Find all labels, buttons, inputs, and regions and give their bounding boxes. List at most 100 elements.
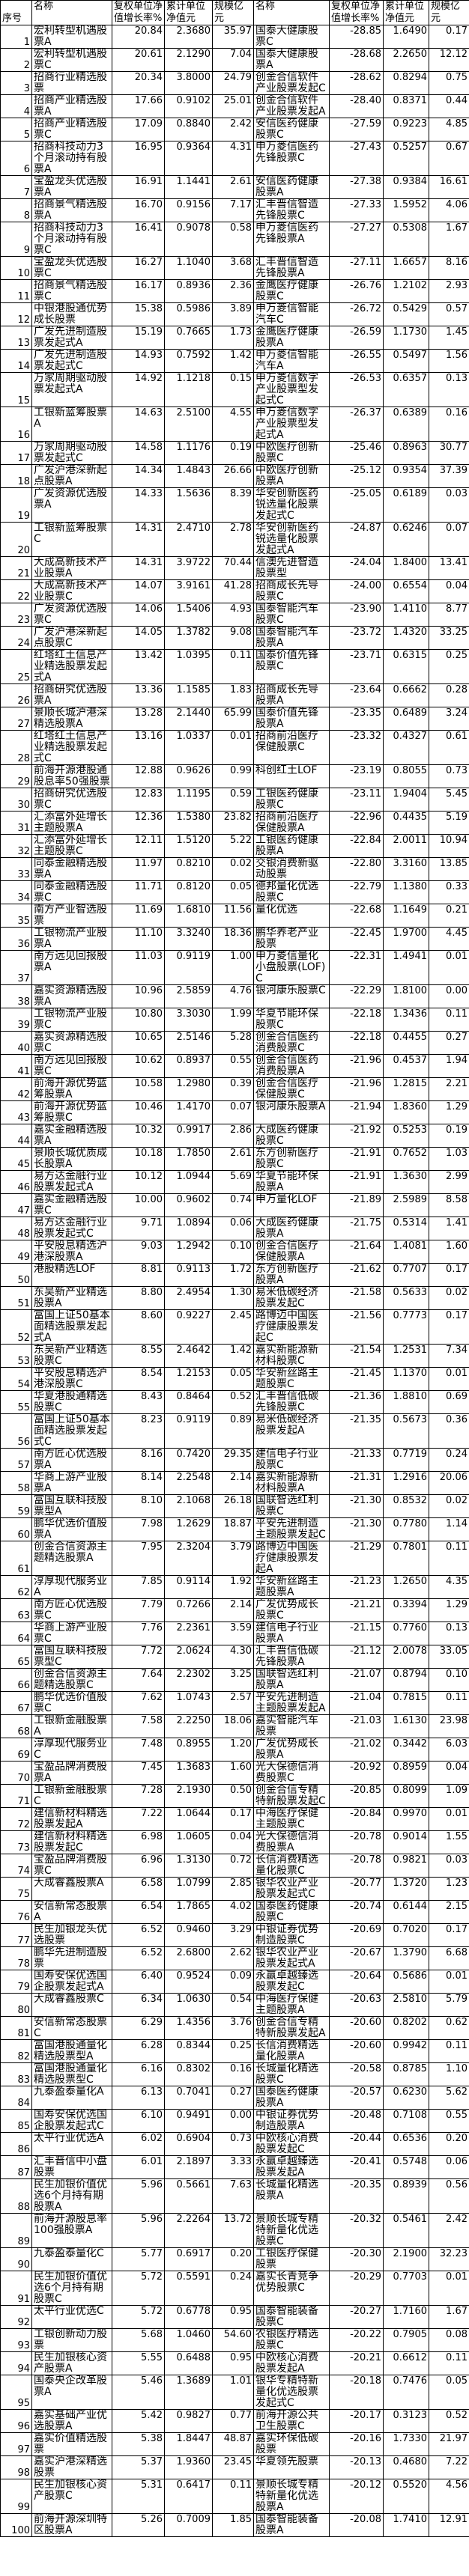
- right-nav-cell: 0.5461: [383, 2213, 429, 2248]
- left-fund-name-cell: 平安股息精选沪港深股票C: [31, 1367, 112, 1391]
- right-nav-cell: 0.5257: [383, 141, 429, 176]
- right-growth-cell: -23.71: [329, 649, 384, 684]
- left-growth-cell: 6.34: [112, 1993, 165, 2017]
- left-fund-name-cell: 九泰盈泰量化C: [31, 2247, 112, 2271]
- left-scale-cell: 0.20: [212, 2247, 254, 2271]
- left-fund-name-cell: 南方匠心优选股票A: [31, 1448, 112, 1472]
- row-no-cell: 29: [0, 764, 32, 788]
- left-scale-cell: 0.27: [212, 2086, 254, 2110]
- left-scale-cell: 1.72: [212, 1263, 254, 1287]
- left-scale-cell: 2.61: [212, 175, 254, 199]
- right-fund-name-cell: 国泰智能汽车股票C: [253, 603, 330, 627]
- left-nav-cell: 1.2980: [164, 1077, 213, 1101]
- left-scale-cell: 0.11: [212, 649, 254, 684]
- right-fund-name-cell: 中欧医疗创新股票C: [253, 441, 330, 465]
- right-scale-cell: 12.91: [429, 2513, 469, 2537]
- left-growth-cell: 14.63: [112, 407, 165, 442]
- left-scale-cell: 0.52: [212, 1390, 254, 1414]
- right-growth-cell: -21.02: [329, 1738, 384, 1762]
- left-scale-cell: 0.00: [212, 2109, 254, 2133]
- right-nav-cell: 0.6489: [383, 707, 429, 731]
- left-fund-name-cell: 工银新金融股票A: [31, 1714, 112, 1738]
- left-scale-cell: 3.89: [212, 302, 254, 326]
- right-nav-cell: 0.4680: [383, 2455, 429, 2479]
- table-row: 48 易方达金融行业股票发起式C 9.71 1.0894 0.06 大成医药健康股票A -2…: [0, 1217, 469, 1240]
- left-nav-cell: 1.1195: [164, 788, 213, 812]
- right-scale-cell: 1.60: [429, 1240, 469, 1264]
- left-scale-cell: 1.42: [212, 1344, 254, 1368]
- table-row: 89 前海开源股息率100强股票A 5.96 2.2264 13.72 景顺长城专精特新量…: [0, 2213, 469, 2248]
- right-fund-name-cell: 长信消费精选量化股票A: [253, 2039, 330, 2063]
- right-growth-cell: -25.05: [329, 487, 384, 523]
- right-fund-name-cell: 量化优选: [253, 904, 330, 928]
- left-scale-cell: 3.68: [212, 256, 254, 280]
- right-fund-name-cell: 华夏领先股票: [253, 2455, 330, 2479]
- table-row: 70 宝盈品牌消费股票A 7.45 1.3683 1.60 光大保德信消费股票C -20.9…: [0, 1761, 469, 1785]
- left-growth-cell: 5.38: [112, 2432, 165, 2456]
- right-fund-name-cell: 国泰医药健康股票A: [253, 2086, 330, 2110]
- right-nav-cell: 2.2650: [383, 48, 429, 72]
- right-scale-cell: 1.29: [429, 1100, 469, 1124]
- right-growth-cell: -20.21: [329, 2351, 384, 2375]
- row-no-cell: 49: [0, 1240, 32, 1264]
- left-nav-cell: 0.8937: [164, 1054, 213, 1078]
- right-nav-cell: 1.2916: [383, 1471, 429, 1495]
- right-scale-cell: 1.03: [429, 1147, 469, 1171]
- header-left-scale: 规模亿元: [212, 0, 254, 25]
- right-nav-cell: 0.6389: [383, 407, 429, 442]
- row-no-cell: 55: [0, 1390, 32, 1414]
- left-scale-cell: 48.87: [212, 2432, 254, 2456]
- table-row: 78 鹏华先进制造股票 6.52 2.6800 2.62 银华农业产业股票发起式A -20.…: [0, 1946, 469, 1970]
- left-growth-cell: 7.48: [112, 1738, 165, 1762]
- left-nav-cell: 1.5406: [164, 603, 213, 627]
- right-nav-cell: 0.5497: [383, 349, 429, 373]
- right-nav-cell: 0.8963: [383, 441, 429, 465]
- right-fund-name-cell: 易米低碳经济股票发起C: [253, 1286, 330, 1310]
- right-growth-cell: -21.62: [329, 1263, 384, 1287]
- right-nav-cell: 0.4537: [383, 1054, 429, 1078]
- left-scale-cell: 0.77: [212, 2409, 254, 2433]
- right-nav-cell: 1.4081: [383, 1240, 429, 1264]
- left-scale-cell: 0.05: [212, 1367, 254, 1391]
- right-growth-cell: -21.96: [329, 1054, 384, 1078]
- right-fund-name-cell: 申万菱信数字产业股票型发起式C: [253, 372, 330, 407]
- row-no-cell: 59: [0, 1494, 32, 1518]
- left-nav-cell: 0.9491: [164, 2109, 213, 2133]
- left-growth-cell: 14.92: [112, 372, 165, 407]
- table-row: 36 工银物流产业股票A 11.10 3.3240 18.36 鹏华养老产业股票 -22.4…: [0, 927, 469, 951]
- right-nav-cell: 0.4455: [383, 1031, 429, 1055]
- table-row: 54 平安股息精选沪港深股票C 8.54 1.2153 0.05 华安新丝路主题股票C -2…: [0, 1367, 469, 1391]
- table-row: 6 招商科技动力3个月滚动持有股票A 16.95 0.9364 4.31 申万菱信医药先锋…: [0, 141, 469, 176]
- left-scale-cell: 7.17: [212, 198, 254, 222]
- right-fund-name-cell: 中欧医疗创新股票A: [253, 464, 330, 488]
- left-scale-cell: 4.76: [212, 984, 254, 1008]
- row-no-cell: 92: [0, 2305, 32, 2329]
- table-row: 19 广发资源优选股票A 14.33 1.5636 8.39 华安创新医药锐选量化股票发起…: [0, 487, 469, 523]
- left-scale-cell: 1.85: [212, 2513, 254, 2537]
- left-scale-cell: 0.01: [212, 730, 254, 765]
- left-fund-name-cell: 招商产业精选股票A: [31, 94, 112, 118]
- right-fund-name-cell: 光大保德信消费股票C: [253, 1761, 330, 1785]
- table-row: 11 招商景气精选股票C 16.17 0.8936 2.36 金鹰医疗健康股票C -26.7…: [0, 279, 469, 303]
- left-growth-cell: 12.11: [112, 834, 165, 858]
- right-nav-cell: 0.7707: [383, 1263, 429, 1287]
- header-right-growth: 复权单位净值增长率%: [329, 0, 384, 25]
- right-nav-cell: 0.7719: [383, 1448, 429, 1472]
- left-growth-cell: 16.95: [112, 141, 165, 176]
- row-no-cell: 36: [0, 927, 32, 951]
- row-no-cell: 66: [0, 1668, 32, 1692]
- left-nav-cell: 1.0395: [164, 649, 213, 684]
- right-growth-cell: -20.27: [329, 2305, 384, 2329]
- right-nav-cell: 0.8532: [383, 1494, 429, 1518]
- left-growth-cell: 16.27: [112, 256, 165, 280]
- row-no-cell: 20: [0, 522, 32, 557]
- left-fund-name-cell: 民生加银价值优选6个月持有期股票A: [31, 2178, 112, 2214]
- left-scale-cell: 23.45: [212, 2455, 254, 2479]
- right-fund-name-cell: 汇丰晋信低碳先锋股票A: [253, 1645, 330, 1669]
- left-scale-cell: 3.33: [212, 2155, 254, 2179]
- right-nav-cell: 0.9942: [383, 2039, 429, 2063]
- left-scale-cell: 3.79: [212, 1541, 254, 1576]
- right-scale-cell: 30.77: [429, 441, 469, 465]
- right-scale-cell: 0.06: [429, 2155, 469, 2179]
- left-nav-cell: 1.4843: [164, 464, 213, 488]
